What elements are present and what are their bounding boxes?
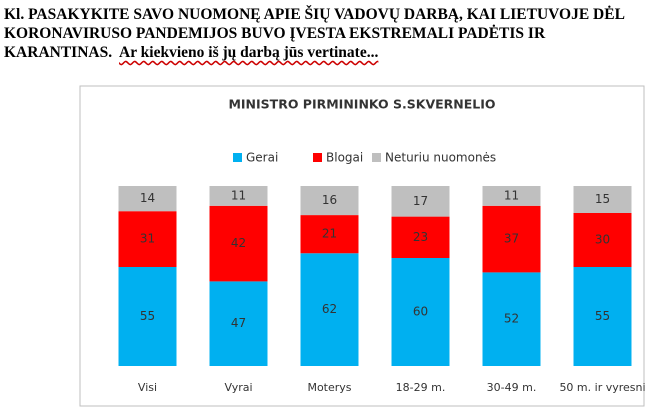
data-label: 60 (413, 305, 428, 319)
x-tick-label: 18-29 m. (396, 381, 446, 394)
legend-swatch (372, 153, 381, 162)
bar-segment (300, 215, 359, 254)
data-label: 62 (322, 302, 337, 316)
question: Ar kiekvieno iš jų darbą jūs vertinate..… (119, 44, 379, 61)
legend-label: Gerai (246, 151, 278, 165)
bar-segment (300, 186, 359, 216)
bar-segment (118, 186, 177, 212)
x-tick-label: Visi (138, 381, 157, 394)
data-label: 14 (140, 191, 155, 205)
data-label: 17 (413, 194, 428, 208)
legend-swatch (313, 153, 322, 162)
bar-segment (573, 267, 632, 366)
bar-segment (391, 216, 450, 258)
header-text: KARANTINAS. (4, 44, 113, 61)
data-label: 15 (595, 192, 610, 206)
legend-label: Blogai (326, 151, 363, 165)
data-label: 11 (231, 188, 246, 202)
bar-segment (482, 272, 541, 366)
bar-segment (209, 186, 268, 206)
header-line: Kl. PASAKYKITE SAVO NUOMONĘ APIE ŠIŲ VAD… (4, 6, 625, 23)
data-label: 21 (322, 227, 337, 241)
bar-segment (118, 211, 177, 267)
data-label: 23 (413, 230, 428, 244)
x-tick-label: 30-49 m. (487, 381, 537, 394)
bar-segment (209, 205, 268, 282)
data-label: 55 (140, 309, 155, 323)
data-label: 11 (504, 188, 519, 202)
data-label: 42 (231, 236, 246, 250)
x-tick-label: Moterys (307, 381, 351, 394)
legend-swatch (233, 153, 242, 162)
bar-segment (482, 205, 541, 273)
x-tick-label: Vyrai (224, 381, 252, 394)
bar-segment (391, 258, 450, 366)
data-label: 55 (595, 309, 610, 323)
header-line: KARANTINAS. Ar kiekvieno iš jų darbą jūs… (4, 44, 378, 62)
header-line: KORONAVIRUSO PANDEMIJOS BUVO ĮVESTA EKST… (4, 25, 546, 42)
bar-segment (573, 186, 632, 213)
bar-segment (118, 267, 177, 366)
x-tick-label: 50 m. ir vyresni (559, 381, 645, 394)
chart-title: MINISTRO PIRMININKO S.SKVERNELIO (228, 97, 495, 112)
bar-segment (391, 186, 450, 217)
data-label: 47 (231, 316, 246, 330)
bar-segment (482, 186, 541, 206)
bar-segment (300, 253, 359, 366)
data-label: 52 (504, 312, 519, 326)
legend-label: Neturiu nuomonės (385, 151, 496, 165)
data-label: 31 (140, 232, 155, 246)
data-label: 30 (595, 233, 610, 247)
bar-segment (209, 281, 268, 366)
data-label: 37 (504, 232, 519, 246)
data-label: 16 (322, 193, 337, 207)
bar-segment (573, 213, 632, 267)
